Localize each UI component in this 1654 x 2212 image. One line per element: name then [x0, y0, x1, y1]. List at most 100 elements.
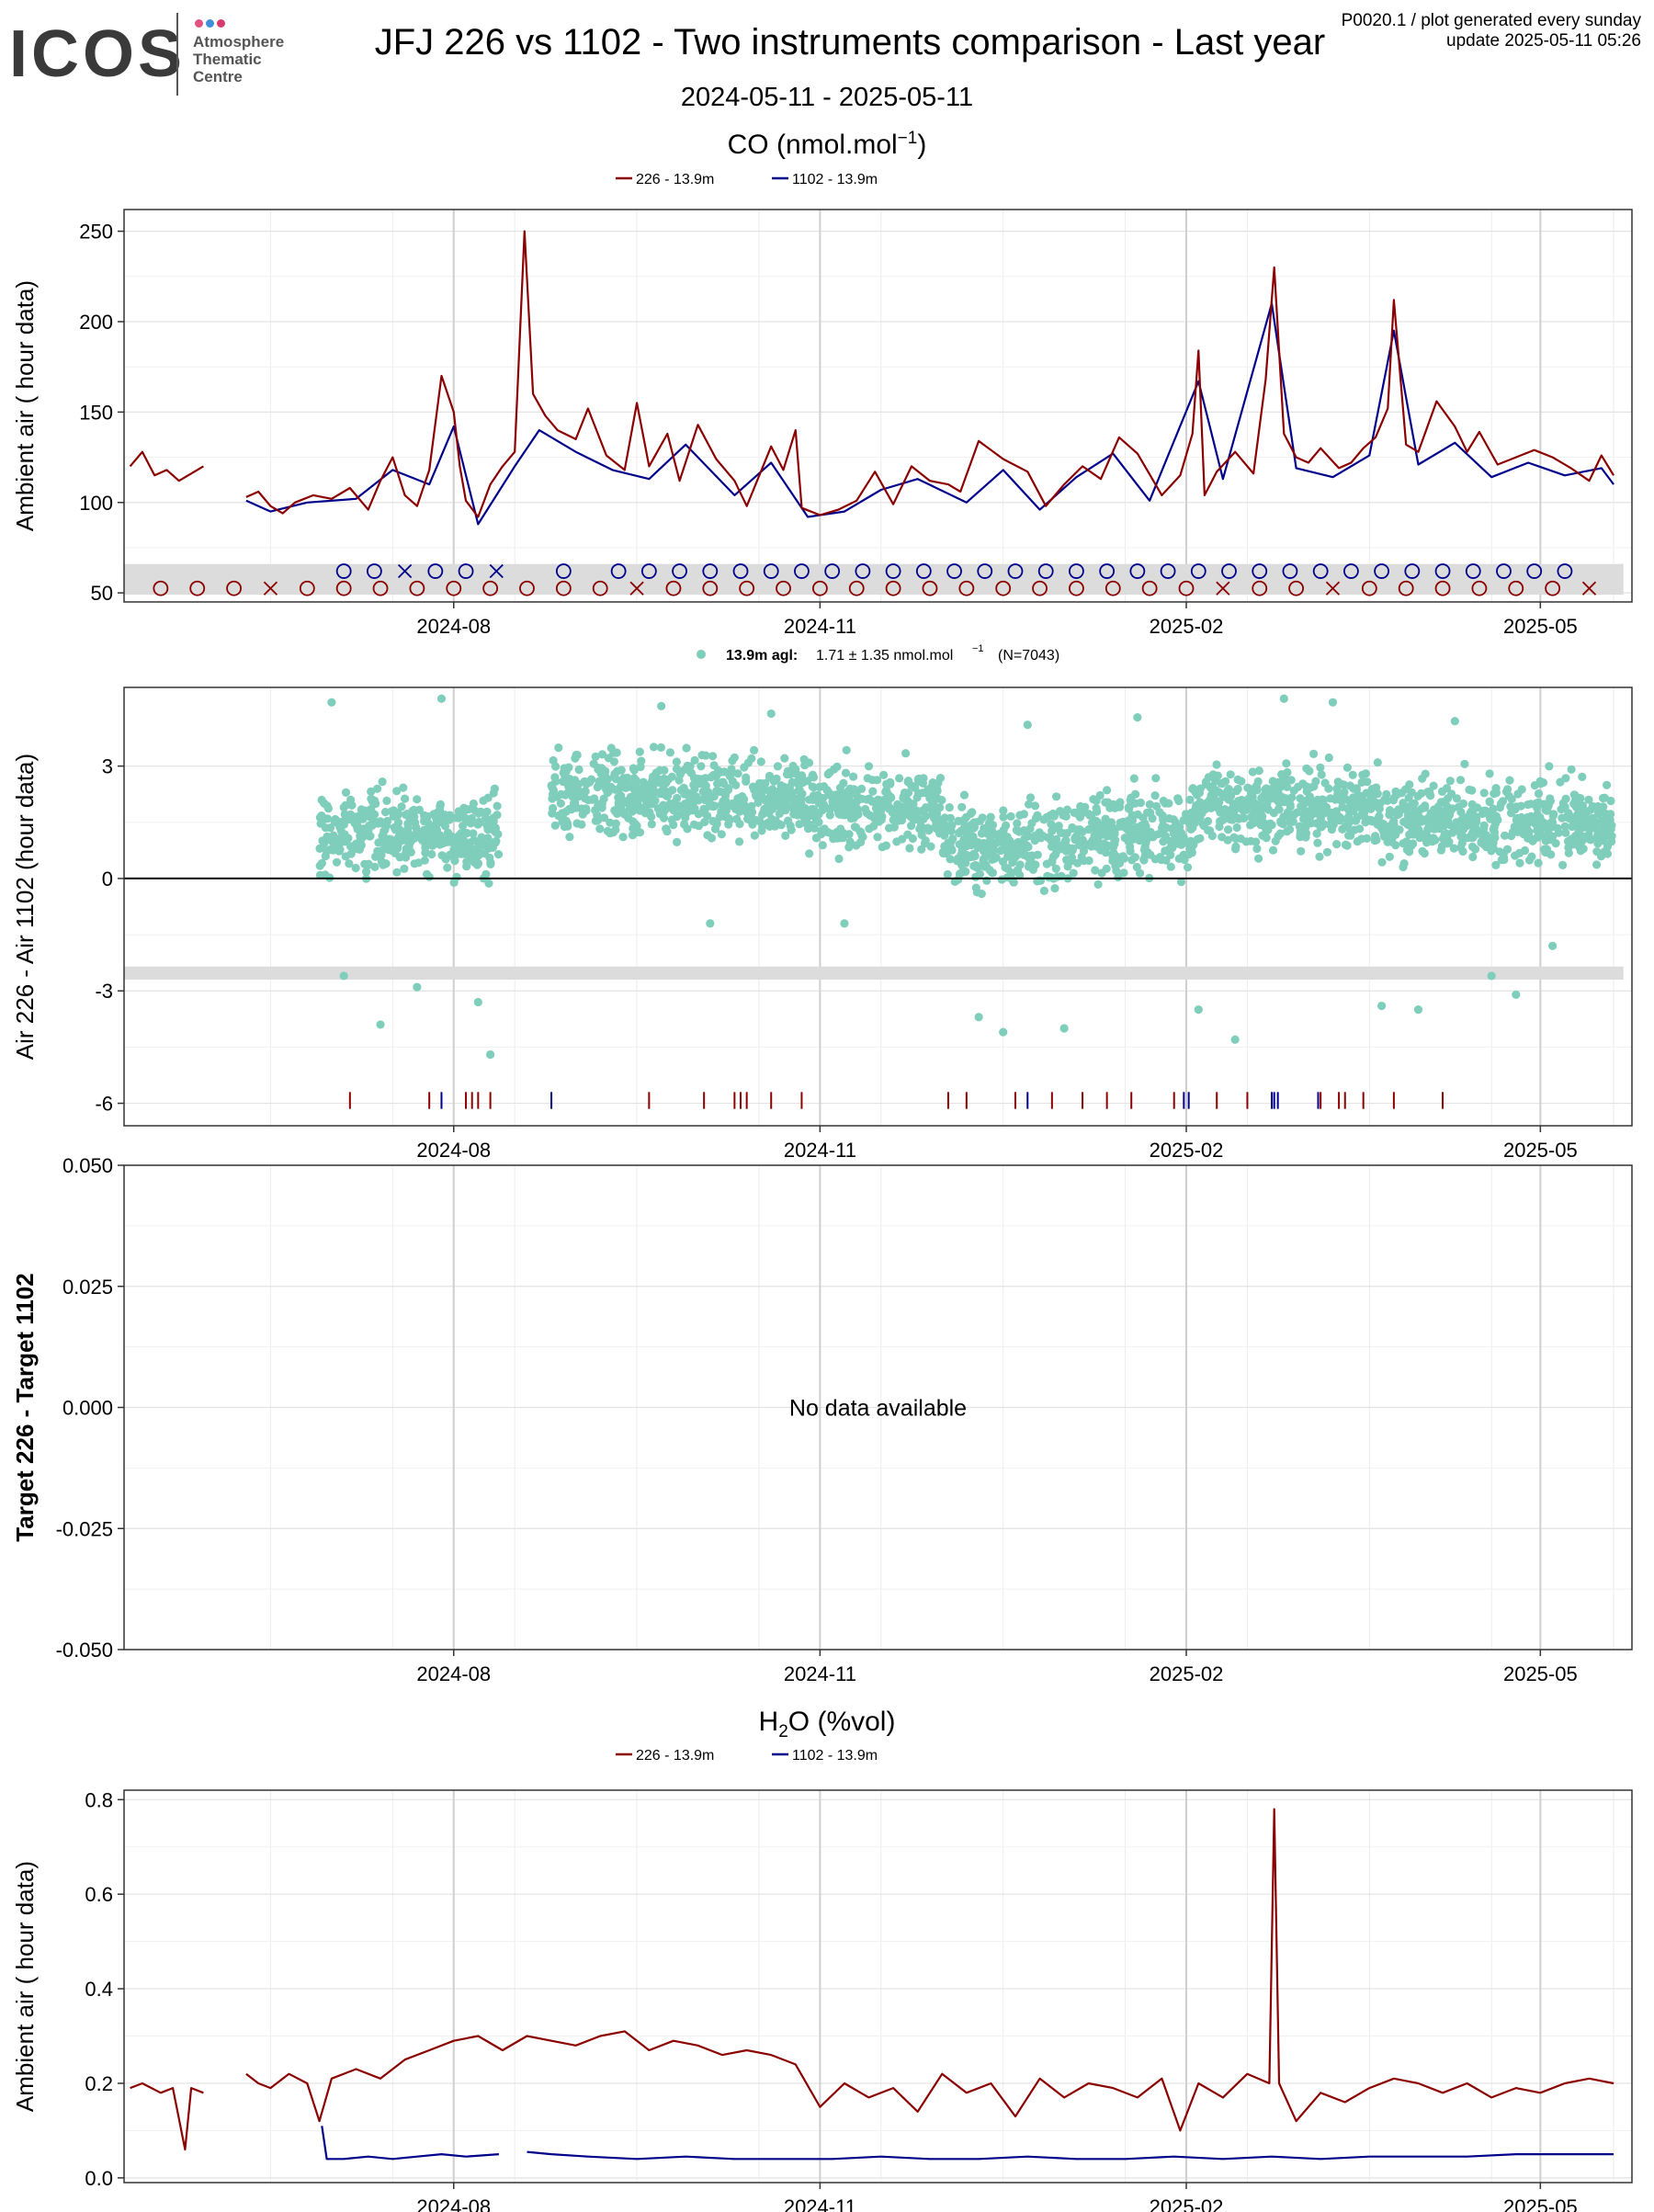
diff-point [362, 868, 371, 877]
diff-point [1116, 802, 1125, 811]
diff-point [377, 857, 386, 867]
diff-point [1237, 777, 1246, 786]
diff-point [1388, 834, 1397, 844]
date-range: 2024-05-11 - 2025-05-11 [680, 83, 974, 112]
diff-point [493, 801, 502, 811]
diff-point [986, 835, 995, 845]
co-panel-border [123, 209, 1633, 603]
diff-point [1164, 799, 1173, 808]
diff-point [1252, 844, 1262, 854]
diff-point [969, 861, 979, 871]
diff-point [364, 826, 373, 835]
diff-point [1105, 803, 1115, 812]
co-title-tail: ) [917, 130, 927, 160]
diff-point [368, 797, 377, 806]
diff-point [805, 849, 814, 858]
diff-outlier-point [1377, 1001, 1387, 1011]
diff-outlier-point [974, 1013, 983, 1022]
diff-point [1397, 788, 1406, 798]
diff-legend-sup: −1 [972, 643, 984, 654]
diff-point [447, 832, 456, 842]
diff-point [1558, 813, 1567, 822]
diff-point [462, 829, 471, 838]
diff-point [738, 792, 747, 801]
diff-point [1603, 849, 1613, 858]
diff-point [829, 834, 838, 844]
diff-point [959, 790, 969, 800]
co-flag-226-circle [995, 580, 1012, 596]
diff-point [1525, 834, 1535, 843]
co-flag-226-circle [922, 580, 938, 596]
diff-point [1092, 796, 1101, 806]
diff-point [849, 772, 858, 781]
diff-point [882, 796, 891, 805]
diff-point [852, 841, 861, 850]
diff-point [469, 829, 478, 838]
diff-point [549, 755, 558, 766]
diff-plot-area [124, 687, 1632, 1126]
diff-point [1433, 802, 1443, 811]
co-flag-226-cross [1325, 581, 1341, 596]
diff-point [1495, 803, 1504, 812]
diff-point [1598, 793, 1608, 803]
diff-point [1458, 799, 1468, 809]
diff-point [1423, 818, 1433, 827]
diff-point [753, 798, 763, 808]
co-flag-1102-circle [1129, 563, 1146, 579]
co-flag-1102-circle [855, 563, 871, 579]
diff-point [1512, 802, 1521, 811]
diff-point [1274, 777, 1283, 788]
co-flag-1102-circle [672, 563, 687, 579]
diff-point [1326, 794, 1335, 803]
diff-point [1218, 779, 1227, 788]
diff-outlier-point [1023, 720, 1032, 730]
diff-outlier-point [840, 919, 849, 928]
diff-point [1361, 814, 1370, 823]
diff-point [1377, 857, 1387, 867]
co-xtick-label: 2025-05 [1503, 615, 1578, 638]
diff-point [1263, 800, 1272, 809]
diff-point [624, 813, 633, 822]
diff-point [1234, 803, 1243, 812]
diff-point [476, 807, 485, 817]
co-flag-1102-circle [885, 563, 901, 579]
diff-point [1073, 858, 1082, 868]
diff-point [1385, 810, 1394, 820]
diff-point [1269, 787, 1278, 796]
diff-point [597, 750, 607, 759]
diff-point [572, 819, 582, 828]
diff-point [1195, 834, 1205, 843]
co-flag-1102-circle [1312, 563, 1329, 579]
diff-point [1129, 774, 1139, 783]
diff-point [379, 845, 388, 855]
diff-point [1087, 818, 1097, 827]
diff-point [867, 797, 877, 806]
diff-point [1553, 823, 1562, 833]
diff-point [834, 854, 844, 864]
diff-point [849, 813, 859, 822]
diff-point [1462, 821, 1471, 831]
diff-point [1316, 822, 1325, 832]
diff-point [1150, 791, 1160, 800]
diff-point [1295, 822, 1304, 832]
diff-point [1511, 851, 1520, 860]
diff-point [958, 839, 968, 849]
diff-point [973, 843, 982, 853]
diff-point [915, 824, 924, 834]
diff-point [1111, 861, 1120, 871]
diff-point [769, 777, 778, 786]
diff-ytick-label: 0 [102, 868, 113, 890]
diff-point [792, 777, 801, 787]
diff-point [818, 841, 827, 850]
target-panel-border [123, 1164, 1633, 1650]
h2o-xtick-label: 2024-08 [416, 2195, 491, 2212]
diff-point [659, 789, 668, 799]
diff-point [1578, 772, 1587, 782]
diff-point [937, 796, 946, 805]
h2o-xtick-label: 2025-02 [1150, 2195, 1224, 2212]
co-xtick-label: 2024-08 [416, 615, 491, 638]
co-flag-1102-circle [1526, 563, 1543, 579]
diff-point [960, 850, 969, 859]
co-flag-226-circle [189, 580, 206, 596]
co-flag-226-circle [555, 580, 572, 596]
